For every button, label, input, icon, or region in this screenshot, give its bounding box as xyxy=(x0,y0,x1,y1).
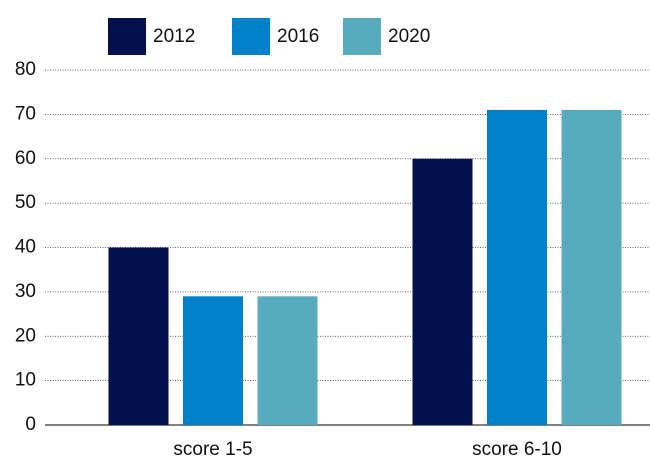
bar xyxy=(487,109,547,425)
y-tick-label: 50 xyxy=(15,192,36,213)
x-tick-label: score 6-10 xyxy=(472,439,562,460)
bar xyxy=(183,296,243,425)
x-tick-label: score 1-5 xyxy=(173,439,252,460)
bar xyxy=(257,296,318,425)
y-tick-label: 40 xyxy=(15,237,36,258)
y-tick-label: 0 xyxy=(25,414,36,435)
legend-swatch xyxy=(343,18,381,55)
y-tick-label: 10 xyxy=(15,370,36,391)
legend-label: 2020 xyxy=(388,26,430,47)
legend-swatch xyxy=(108,18,146,55)
y-tick-label: 80 xyxy=(15,59,36,80)
y-tick-label: 70 xyxy=(15,103,36,124)
bar xyxy=(412,158,473,425)
legend-swatch xyxy=(232,18,270,55)
y-tick-label: 20 xyxy=(15,325,36,346)
legend-label: 2012 xyxy=(153,26,195,47)
bar xyxy=(108,247,169,425)
y-tick-label: 60 xyxy=(15,148,36,169)
bar xyxy=(561,109,622,425)
legend-label: 2016 xyxy=(277,26,319,47)
y-tick-label: 30 xyxy=(15,281,36,302)
